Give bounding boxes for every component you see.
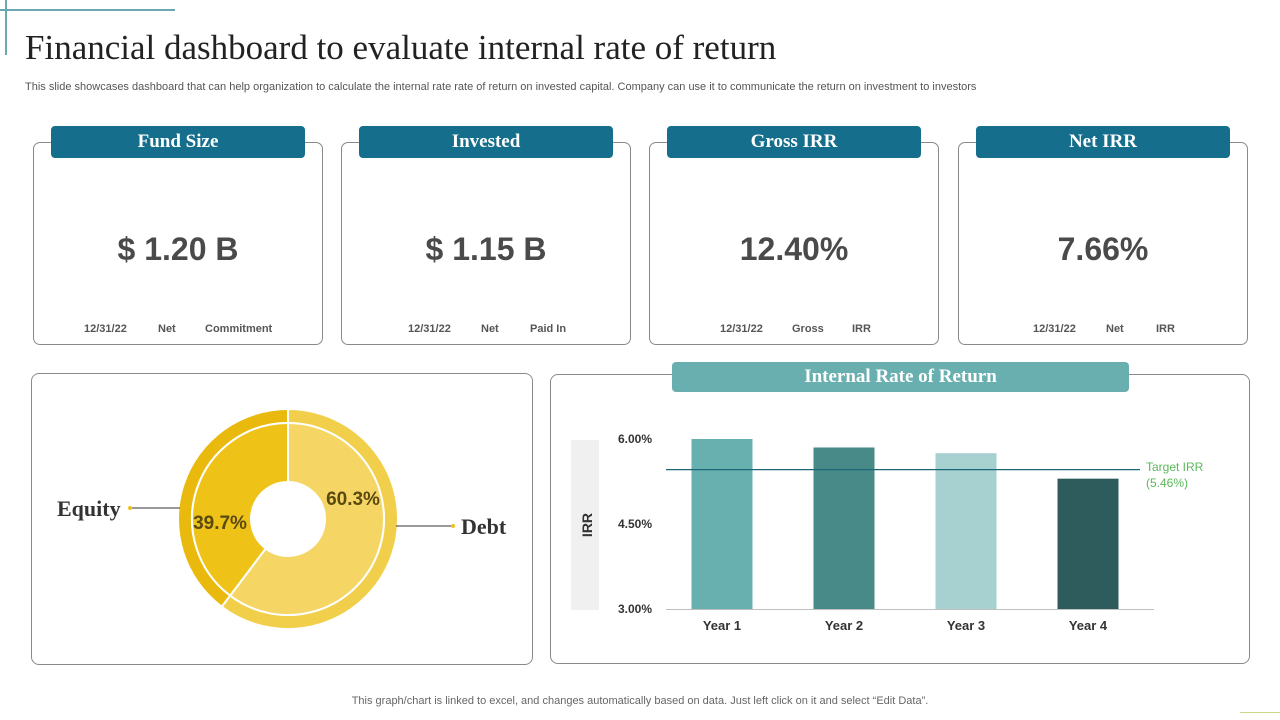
kpi-heading-gross-irr: Gross IRR xyxy=(667,126,921,158)
kpi-value: $ 1.20 B xyxy=(117,231,239,267)
footer-accent-line xyxy=(1240,712,1280,713)
kpi-metric: Commitment xyxy=(205,323,273,335)
kpi-date: 12/31/22 xyxy=(720,323,763,335)
page-title: Financial dashboard to evaluate internal… xyxy=(25,28,777,67)
kpi-heading-net-irr: Net IRR xyxy=(976,126,1230,158)
kpi-metric: IRR xyxy=(1156,323,1175,335)
kpi-basis: Net xyxy=(481,323,499,335)
kpi-card-invested: $ 1.15 B 12/31/22 Net Paid In xyxy=(341,142,631,345)
kpi-value: 7.66% xyxy=(1057,231,1149,267)
kpi-basis: Net xyxy=(1106,323,1124,335)
kpi-date: 12/31/22 xyxy=(84,323,127,335)
kpi-heading-invested: Invested xyxy=(359,126,613,158)
irr-panel-title: Internal Rate of Return xyxy=(672,362,1129,392)
kpi-metric: Paid In xyxy=(530,323,567,335)
kpi-card-fund-size: $ 1.20 B 12/31/22 Net Commitment xyxy=(33,142,323,345)
kpi-basis: Gross xyxy=(792,323,824,335)
kpi-metric: IRR xyxy=(852,323,871,335)
page-subtitle: This slide showcases dashboard that can … xyxy=(25,81,977,93)
kpi-card-gross-irr: 12.40% 12/31/22 Gross IRR xyxy=(649,142,939,345)
kpi-date: 12/31/22 xyxy=(408,323,451,335)
kpi-card-net-irr: 7.66% 12/31/22 Net IRR xyxy=(958,142,1248,345)
footnote: This graph/chart is linked to excel, and… xyxy=(351,695,929,707)
irr-panel xyxy=(550,374,1250,664)
equity-debt-panel xyxy=(31,373,533,665)
kpi-heading-fund-size: Fund Size xyxy=(51,126,305,158)
kpi-value: $ 1.15 B xyxy=(425,231,547,267)
kpi-basis: Net xyxy=(158,323,176,335)
kpi-value: 12.40% xyxy=(739,231,849,267)
corner-accent-vertical xyxy=(5,0,7,55)
kpi-date: 12/31/22 xyxy=(1033,323,1076,335)
corner-accent-horizontal xyxy=(0,9,175,11)
